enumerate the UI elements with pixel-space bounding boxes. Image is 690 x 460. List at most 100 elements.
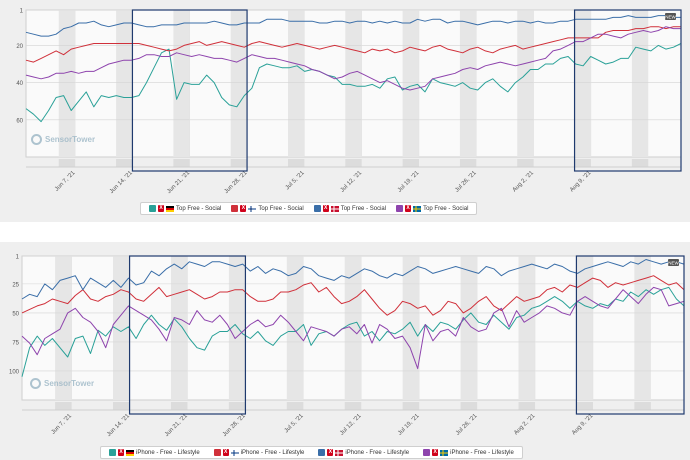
separator <box>0 222 690 242</box>
legend-swatch <box>318 449 326 456</box>
legend-item-se[interactable]: X Top Free - Social <box>396 205 468 212</box>
navigator-band <box>634 402 651 410</box>
weekend-band <box>58 10 76 157</box>
new-badge <box>665 13 676 20</box>
app-icon: X <box>222 449 229 456</box>
navigator-band <box>631 159 649 167</box>
new-badge-label: NEW <box>665 15 676 20</box>
app-icon: X <box>240 205 247 212</box>
weekend-band <box>173 10 190 157</box>
legend-item-de[interactable]: X iPhone - Free - Lifestyle <box>109 449 200 456</box>
navigator-band <box>518 402 536 410</box>
weekend-band <box>459 10 477 157</box>
app-icon: X <box>432 449 439 456</box>
legend-label: Top Free - Social <box>176 205 222 212</box>
series-line-se <box>25 26 681 91</box>
weekend-band <box>170 256 188 400</box>
navigator-band <box>228 402 246 410</box>
weekend-band <box>288 10 305 157</box>
sensortower-watermark: SensorTower <box>30 378 94 389</box>
weekend-band <box>631 10 649 157</box>
navigator-band <box>574 159 591 167</box>
y-tick-label: 100 <box>9 369 20 375</box>
weekend-band <box>345 10 362 157</box>
weekend-band <box>230 10 248 157</box>
legend-swatch <box>149 205 156 212</box>
weekend-band <box>55 256 72 400</box>
legend-swatch <box>231 205 239 212</box>
weekend-band <box>518 256 536 400</box>
legend-label: Top Free - Social <box>423 205 469 212</box>
navigator-band <box>58 159 76 167</box>
series-line-de <box>21 286 685 377</box>
flag-se-icon <box>413 205 422 212</box>
app-icon: X <box>405 205 412 212</box>
flag-dk-icon <box>335 449 344 456</box>
chart-1: 1 20 40 60 Jun 7, '21 Jun 14, '21 Jun 21, '21 J… <box>0 0 690 222</box>
weekend-band <box>460 256 478 400</box>
weekend-band <box>634 256 651 400</box>
app-icon: X <box>158 205 164 212</box>
weekend-band <box>116 10 133 157</box>
legend-label: iPhone - Free - Lifestyle <box>345 449 410 456</box>
navigator-band <box>517 159 534 167</box>
navigator-band <box>576 402 593 410</box>
weekend-band <box>228 256 246 400</box>
navigator-band <box>286 402 304 410</box>
legend-label: Top Free - Social <box>340 205 387 212</box>
highlight-box <box>573 9 682 172</box>
legend-swatch <box>213 449 221 456</box>
highlight-box <box>131 9 248 172</box>
legend-item-fi[interactable]: X Top Free - Social <box>231 205 304 212</box>
highlight-box <box>128 255 247 415</box>
navigator-band <box>116 159 133 167</box>
chart-2: 1 25 50 75 100 Jun 7, '21 Jun 14, '21 Jun 21, '… <box>0 242 690 460</box>
sensortower-logo-icon <box>31 134 42 145</box>
legend-item-de[interactable]: X Top Free - Social <box>149 205 221 212</box>
highlight-box <box>575 255 685 415</box>
legend-swatch <box>423 449 431 456</box>
legend-2: X iPhone - Free - Lifestyle X iPhone - F… <box>100 446 523 459</box>
y-tick-label: 1 <box>20 9 24 15</box>
weekend-band <box>574 10 591 157</box>
navigator-band <box>113 402 130 410</box>
flag-de-icon <box>166 205 174 212</box>
series-line-se <box>21 286 685 370</box>
series-line-dk <box>21 259 685 300</box>
weekend-band <box>402 10 419 157</box>
flag-fi-icon <box>230 449 239 456</box>
legend-label: iPhone - Free - Lifestyle <box>450 449 514 456</box>
legend-label: iPhone - Free - Lifestyle <box>240 449 305 456</box>
navigator-band <box>460 402 478 410</box>
app-icon: X <box>322 205 329 212</box>
y-tick-label: 40 <box>16 81 23 87</box>
legend-item-dk[interactable]: X Top Free - Social <box>313 205 387 212</box>
weekend-band <box>576 256 593 400</box>
y-tick-label: 60 <box>16 118 23 124</box>
legend-swatch <box>109 449 116 456</box>
new-badge <box>668 259 679 266</box>
legend-1: X Top Free - Social X Top Free - Social … <box>140 202 478 215</box>
series-line-fi <box>25 26 681 63</box>
navigator-band <box>344 402 362 410</box>
y-tick-label: 50 <box>12 311 19 317</box>
legend-item-se[interactable]: X iPhone - Free - Lifestyle <box>423 449 514 456</box>
y-tick-label: 1 <box>16 255 20 261</box>
y-tick-label: 20 <box>16 44 23 50</box>
navigator-band <box>230 159 248 167</box>
navigator-band <box>170 402 188 410</box>
weekend-band <box>402 256 420 400</box>
series-line-de <box>25 43 682 123</box>
y-tick-label: 25 <box>12 282 19 288</box>
navigator-band <box>345 159 362 167</box>
flag-de-icon <box>126 449 134 456</box>
navigator-band <box>55 402 72 410</box>
weekend-band <box>517 10 534 157</box>
flag-fi-icon <box>248 205 257 212</box>
navigator-band <box>402 159 419 167</box>
legend-item-dk[interactable]: X iPhone - Free - Lifestyle <box>318 449 409 456</box>
legend-item-fi[interactable]: X iPhone - Free - Lifestyle <box>213 449 305 456</box>
app-icon: X <box>118 449 124 456</box>
